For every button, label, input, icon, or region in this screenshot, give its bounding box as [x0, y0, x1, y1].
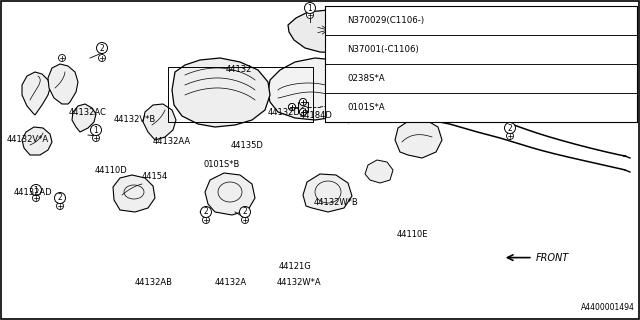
Text: 44184D: 44184D: [300, 111, 332, 120]
Text: 1: 1: [335, 103, 339, 112]
Circle shape: [449, 30, 461, 42]
Polygon shape: [288, 10, 368, 53]
Text: 44121G: 44121G: [278, 262, 311, 271]
Polygon shape: [172, 58, 270, 127]
Polygon shape: [143, 104, 176, 140]
Circle shape: [90, 124, 102, 135]
Circle shape: [332, 73, 342, 84]
Text: N370029(C1106-): N370029(C1106-): [347, 16, 424, 25]
Text: 2: 2: [100, 44, 104, 52]
Polygon shape: [303, 174, 352, 212]
Text: 44132AC: 44132AC: [69, 108, 107, 117]
Bar: [325, 93, 637, 122]
Polygon shape: [72, 104, 96, 132]
Circle shape: [449, 97, 456, 103]
Circle shape: [332, 44, 342, 55]
Circle shape: [97, 43, 108, 53]
Circle shape: [506, 132, 513, 140]
Circle shape: [56, 203, 63, 210]
Text: 2: 2: [508, 124, 513, 132]
Polygon shape: [365, 160, 393, 183]
Bar: [325, 35, 637, 64]
Circle shape: [54, 193, 65, 204]
Text: 3: 3: [335, 45, 340, 54]
Polygon shape: [298, 102, 308, 112]
Circle shape: [289, 103, 296, 110]
Text: 44132V*A: 44132V*A: [6, 135, 49, 144]
Bar: [325, 6, 637, 35]
Circle shape: [504, 123, 515, 133]
Circle shape: [300, 99, 307, 106]
Text: 44132V*B: 44132V*B: [114, 115, 156, 124]
Text: 0101S*B: 0101S*B: [204, 160, 240, 169]
Circle shape: [479, 100, 490, 110]
Polygon shape: [205, 173, 255, 215]
Polygon shape: [113, 175, 155, 212]
Polygon shape: [48, 64, 78, 104]
Text: 0101S*A: 0101S*A: [347, 103, 385, 112]
Text: 1: 1: [452, 31, 458, 41]
Circle shape: [289, 103, 296, 110]
Bar: [325, 64, 637, 93]
Circle shape: [332, 102, 342, 112]
Circle shape: [58, 54, 65, 61]
Text: 0238S*A: 0238S*A: [347, 74, 385, 83]
Bar: [325, 6, 637, 122]
Text: 44110E: 44110E: [397, 230, 428, 239]
Text: 44132W*B: 44132W*B: [314, 198, 358, 207]
Circle shape: [301, 107, 308, 114]
Text: N37001(-C1106): N37001(-C1106): [347, 45, 419, 54]
Circle shape: [239, 206, 250, 218]
Circle shape: [447, 86, 458, 98]
Circle shape: [481, 109, 488, 116]
Circle shape: [202, 217, 209, 223]
Polygon shape: [22, 127, 52, 155]
Text: 44132: 44132: [225, 65, 252, 74]
Text: A4400001494: A4400001494: [581, 303, 635, 312]
Text: 1: 1: [34, 186, 38, 195]
Text: 44132AB: 44132AB: [134, 278, 172, 287]
Text: 44132AD: 44132AD: [14, 188, 52, 197]
Circle shape: [451, 42, 458, 49]
Circle shape: [300, 99, 307, 106]
Polygon shape: [395, 120, 442, 158]
Text: 44132D: 44132D: [268, 108, 300, 117]
Circle shape: [307, 12, 314, 19]
Polygon shape: [22, 72, 50, 115]
Circle shape: [31, 185, 42, 196]
Text: 44154: 44154: [142, 172, 168, 181]
Text: 1: 1: [93, 125, 99, 134]
Text: 2: 2: [243, 207, 248, 217]
Circle shape: [93, 134, 99, 141]
Circle shape: [300, 108, 307, 116]
Circle shape: [305, 3, 316, 13]
Text: 44132W*A: 44132W*A: [276, 278, 321, 287]
Text: 44132AA: 44132AA: [152, 137, 191, 146]
Polygon shape: [268, 58, 365, 120]
Circle shape: [241, 217, 248, 223]
Text: FRONT: FRONT: [536, 252, 569, 263]
Text: 1: 1: [308, 4, 312, 12]
Circle shape: [300, 108, 307, 116]
Circle shape: [33, 195, 40, 202]
Text: 44132A: 44132A: [214, 278, 246, 287]
Text: 2: 2: [58, 194, 62, 203]
Text: 2: 2: [335, 74, 339, 83]
Text: 44110D: 44110D: [95, 166, 127, 175]
Text: 2: 2: [483, 100, 488, 109]
Text: 3: 3: [449, 87, 454, 97]
Bar: [168, 67, 313, 122]
Circle shape: [200, 206, 211, 218]
Text: 44135D: 44135D: [230, 141, 263, 150]
Text: 2: 2: [204, 207, 209, 217]
Circle shape: [99, 54, 106, 61]
